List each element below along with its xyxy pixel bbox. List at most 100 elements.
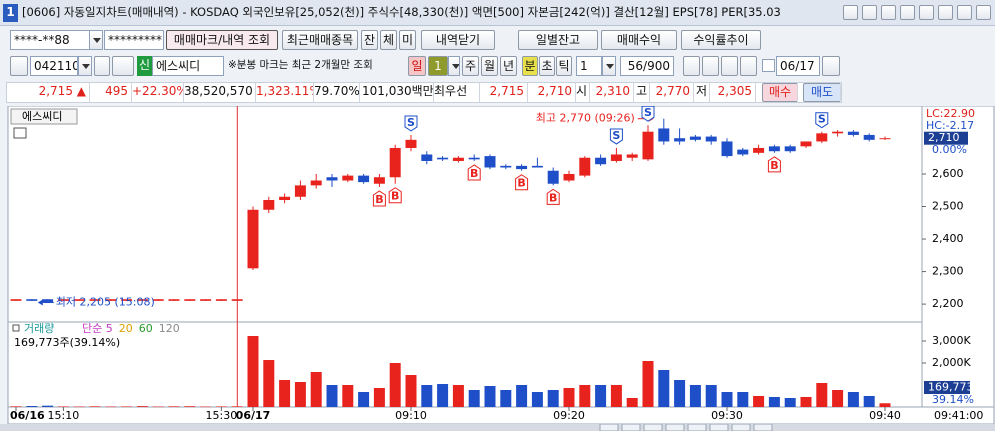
search-button[interactable] xyxy=(94,56,110,76)
x-tick-label: 06/16 xyxy=(10,409,45,422)
candle-body xyxy=(737,149,749,155)
candle-body xyxy=(42,299,54,303)
toolbar-button[interactable]: 미 xyxy=(399,30,416,50)
period-tab[interactable]: 주 xyxy=(462,56,479,76)
password-input[interactable]: ********* xyxy=(104,30,164,50)
volume-bar xyxy=(421,385,433,407)
trade-mark xyxy=(515,174,529,191)
volume-bar xyxy=(721,391,733,407)
period-tab[interactable]: 분 xyxy=(522,56,538,76)
trade-mark xyxy=(404,115,418,132)
candle-body xyxy=(389,147,401,178)
quote-field: 2,305 xyxy=(710,83,756,102)
title-icon[interactable] xyxy=(862,5,877,20)
tool-icon[interactable] xyxy=(683,56,700,76)
volume-bar xyxy=(136,406,148,407)
trade-mark-label: B xyxy=(517,177,525,190)
candle-body xyxy=(200,299,212,301)
y-tick-label: 2,300 xyxy=(932,265,964,278)
candle-body xyxy=(89,299,101,301)
candle-body xyxy=(468,157,480,160)
period-tab[interactable]: 틱 xyxy=(556,56,572,76)
candle-body xyxy=(26,299,38,301)
title-icon[interactable] xyxy=(957,5,972,20)
quote-field: +22.30% xyxy=(132,83,184,102)
volume-bar xyxy=(879,403,891,407)
date-input[interactable]: 06/17 xyxy=(776,56,820,76)
volume-bar xyxy=(547,389,559,407)
title-icon[interactable] xyxy=(843,5,858,20)
candle-body xyxy=(579,157,591,176)
code-input[interactable]: 042110 xyxy=(30,56,78,76)
candle-body xyxy=(10,299,22,301)
notice: ※분봉 마크는 최근 2개월만 조회 xyxy=(228,59,373,71)
quote-field[interactable]: 매도 xyxy=(803,83,841,102)
volume-bar xyxy=(389,363,401,407)
volume-bar xyxy=(437,384,449,407)
volume-bar xyxy=(26,406,38,407)
volume-bar xyxy=(658,369,670,407)
toolbar-button[interactable]: 잔 xyxy=(361,30,378,50)
volume-bar xyxy=(610,385,622,407)
cursor-time: 09:41:00 xyxy=(934,409,983,422)
volume-bar xyxy=(753,396,765,407)
interval-select[interactable]: 1 xyxy=(576,56,602,76)
volume-bar xyxy=(231,406,243,407)
dropdown[interactable] xyxy=(89,30,103,50)
toolbar-button[interactable]: 매매마크/내역 조회 xyxy=(166,30,278,50)
count-input[interactable]: 56/900 xyxy=(620,56,674,76)
period-tab[interactable]: 년 xyxy=(500,56,517,76)
toolbar-button[interactable]: 수익률추이 xyxy=(681,30,761,50)
sound-button[interactable] xyxy=(112,56,134,76)
title-icon[interactable] xyxy=(938,5,953,20)
tool-icon[interactable] xyxy=(702,56,719,76)
toolbar-button[interactable]: 내역닫기 xyxy=(421,30,495,50)
scroll-button xyxy=(709,423,729,431)
volume-ratio: 39.14% xyxy=(932,393,974,406)
toolbar-button[interactable]: 최근매매종목 xyxy=(282,30,358,50)
trade-mark xyxy=(388,187,402,204)
toolbar-button[interactable]: 일별잔고 xyxy=(518,30,598,50)
menu-icon[interactable] xyxy=(10,56,28,76)
tool-icon[interactable] xyxy=(721,56,738,76)
calendar-button[interactable] xyxy=(822,56,840,76)
candle-body xyxy=(658,128,670,142)
title-icon[interactable] xyxy=(976,5,991,20)
trade-mark-label: B xyxy=(470,167,478,180)
tool-icon[interactable] xyxy=(740,56,757,76)
candle-body xyxy=(73,299,85,301)
candle-body xyxy=(516,165,528,170)
dropdown[interactable] xyxy=(602,56,616,76)
quote-field: 79.70% xyxy=(314,83,360,102)
volume-bar xyxy=(689,385,701,407)
current-volume: 169,773 xyxy=(928,381,974,394)
price-panel xyxy=(7,106,923,323)
name-input[interactable]: 에스씨디 xyxy=(152,56,224,76)
quote-field: 2,310 xyxy=(590,83,634,102)
candle-body xyxy=(500,165,512,168)
dropdown[interactable] xyxy=(448,56,460,76)
checkbox[interactable] xyxy=(762,59,775,72)
candle-body xyxy=(784,146,796,152)
dropdown[interactable] xyxy=(78,56,92,76)
candle-body xyxy=(452,157,464,161)
volume-bar xyxy=(326,385,338,407)
title-icon[interactable] xyxy=(881,5,896,20)
candle-body xyxy=(753,147,765,153)
period-tab[interactable]: 1 xyxy=(428,56,448,76)
y-tick-label: 2,000K xyxy=(932,356,971,369)
period-tab[interactable]: 일 xyxy=(408,56,426,76)
period-tab[interactable]: 초 xyxy=(539,56,555,76)
x-tick-label: 09:20 xyxy=(553,409,585,422)
account-input[interactable]: ****-**88 xyxy=(10,30,90,50)
quote-field[interactable]: 매수 xyxy=(762,83,798,102)
title-icon[interactable] xyxy=(919,5,934,20)
quote-field: 저 xyxy=(696,83,710,102)
period-tab[interactable]: 월 xyxy=(481,56,498,76)
title-bar xyxy=(0,0,995,26)
toolbar-button[interactable]: 매매수익 xyxy=(601,30,677,50)
candle-body xyxy=(705,136,717,142)
title-icon[interactable] xyxy=(900,5,915,20)
toolbar-button[interactable]: 체 xyxy=(380,30,397,50)
volume-bar xyxy=(42,405,54,407)
